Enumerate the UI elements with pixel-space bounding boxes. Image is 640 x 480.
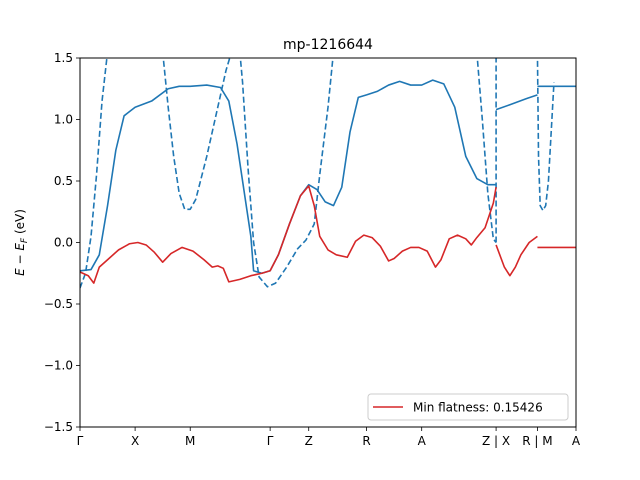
band-line-8 bbox=[536, 58, 555, 212]
x-tick-label-7: Z | X bbox=[482, 434, 510, 448]
x-tick-label-2: M bbox=[185, 434, 195, 448]
y-tick-label-3: 0.0 bbox=[54, 236, 73, 250]
y-tick-label-0: −1.5 bbox=[44, 420, 73, 434]
x-tick-label-1: X bbox=[131, 434, 139, 448]
legend: Min flatness: 0.15426 bbox=[367, 393, 569, 421]
series-layer bbox=[80, 58, 576, 289]
x-tick-label-3: Γ bbox=[267, 434, 274, 448]
x-tick-label-8: R | M bbox=[522, 434, 552, 448]
band-line-5 bbox=[239, 58, 334, 288]
band-line-6 bbox=[476, 58, 497, 243]
y-tick-label-4: 0.5 bbox=[54, 174, 73, 188]
x-tick-label-5: R bbox=[362, 434, 370, 448]
y-tick-label-1: −1.0 bbox=[44, 359, 73, 373]
legend-label: Min flatness: 0.15426 bbox=[413, 401, 543, 415]
band-line-10 bbox=[495, 235, 538, 277]
band-line-1 bbox=[495, 94, 538, 111]
y-tick-label-5: 1.0 bbox=[54, 113, 73, 127]
band-line-3 bbox=[80, 58, 108, 289]
y-axis-label: E − EF (eV) bbox=[13, 209, 30, 276]
band-line-4 bbox=[162, 58, 231, 211]
x-tick-label-6: A bbox=[418, 434, 427, 448]
x-axis: Γ X M Γ Z R A Z | X R | M A bbox=[77, 427, 581, 448]
y-axis: −1.5 −1.0 −0.5 0.0 0.5 1.0 1.5 bbox=[44, 51, 80, 434]
y-tick-label-2: −0.5 bbox=[44, 297, 73, 311]
chart-title: mp-1216644 bbox=[283, 37, 373, 53]
x-tick-label-0: Γ bbox=[77, 434, 84, 448]
y-tick-label-6: 1.5 bbox=[54, 51, 73, 65]
x-tick-label-4: Z bbox=[305, 434, 313, 448]
band-line-9 bbox=[80, 185, 497, 284]
y-axis-label-base: E − E bbox=[13, 243, 27, 276]
x-tick-label-9: A bbox=[572, 434, 581, 448]
y-axis-label-sub: F bbox=[20, 237, 30, 243]
legend-box bbox=[367, 393, 569, 421]
y-axis-label-unit: (eV) bbox=[13, 209, 27, 238]
